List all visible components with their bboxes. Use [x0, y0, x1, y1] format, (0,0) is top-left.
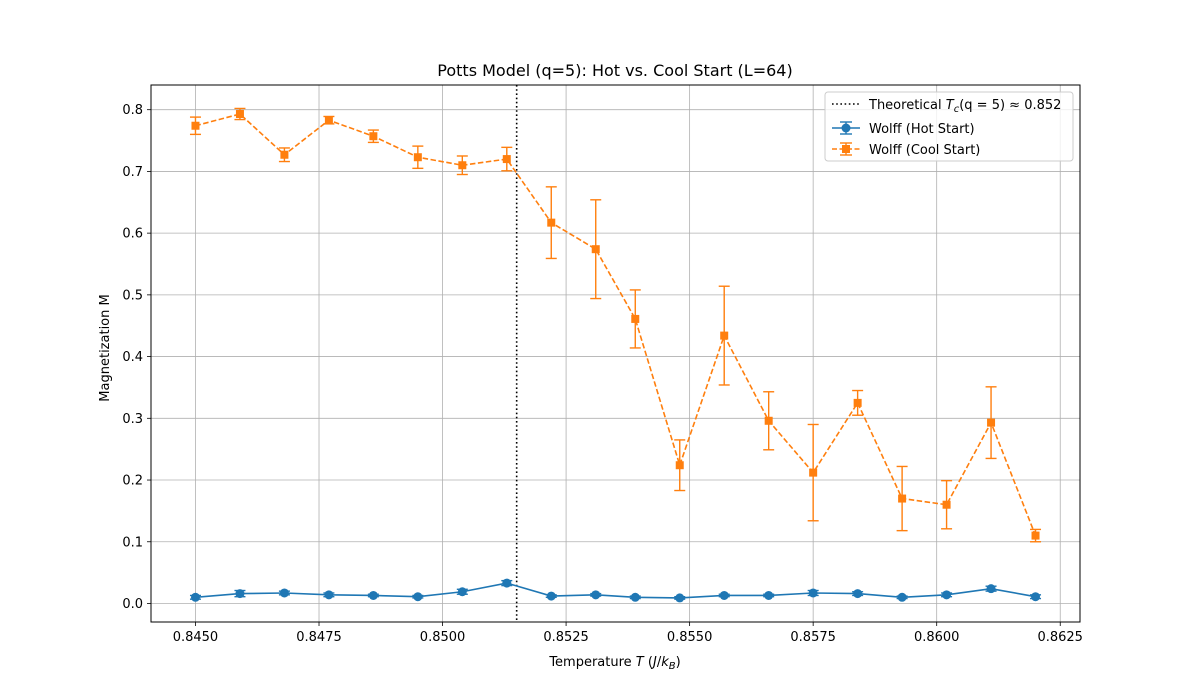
- data-point: [808, 588, 818, 598]
- y-tick-label: 0.7: [122, 165, 143, 180]
- legend-vline-label: Theoretical Tc(q = 5) ≈ 0.852: [868, 98, 1061, 115]
- data-point: [369, 132, 378, 141]
- data-point: [720, 331, 729, 340]
- data-point: [809, 468, 818, 477]
- data-point: [898, 494, 907, 503]
- data-point: [547, 218, 556, 227]
- x-axis-label: Temperature T (J/kB): [548, 655, 680, 672]
- x-tick-label: 0.8575: [790, 630, 836, 645]
- x-tick-label: 0.8475: [296, 630, 342, 645]
- series-line: [195, 113, 1037, 536]
- x-tick-label: 0.8525: [543, 630, 589, 645]
- y-tick-label: 0.4: [122, 350, 143, 365]
- x-tick-label: 0.8625: [1037, 630, 1083, 645]
- data-point: [853, 398, 862, 407]
- data-point: [764, 590, 774, 600]
- data-point: [191, 121, 200, 130]
- data-point: [719, 590, 729, 600]
- data-point: [675, 593, 685, 603]
- legend-cool-label: Wolff (Cool Start): [869, 143, 980, 158]
- data-point: [942, 500, 951, 509]
- legend: Theoretical Tc(q = 5) ≈ 0.852 Wolff (Hot…: [824, 91, 1074, 162]
- y-axis: 0.0 0.1 0.2 0.3 0.4 0.5 0.6 0.7 0.8: [122, 103, 151, 612]
- x-tick-label: 0.8550: [667, 630, 713, 645]
- data-point: [235, 589, 245, 599]
- data-point: [631, 314, 640, 323]
- x-tick-label: 0.8600: [914, 630, 960, 645]
- y-axis-label: Magnetization M: [98, 294, 113, 401]
- x-axis: 0.8450 0.8475 0.8500 0.8525 0.8550 0.8575 0.86…: [173, 622, 1083, 645]
- y-tick-label: 0.1: [122, 535, 143, 550]
- data-point: [764, 416, 773, 425]
- plot-frame: [150, 84, 1081, 623]
- data-point: [853, 589, 863, 599]
- series-line: [195, 582, 1036, 599]
- plot-area: [189, 85, 1042, 622]
- data-point: [413, 592, 423, 602]
- data-point: [502, 578, 512, 588]
- data-point: [413, 153, 422, 162]
- data-point: [591, 590, 601, 600]
- data-point: [591, 245, 600, 254]
- y-tick-label: 0.0: [122, 597, 143, 612]
- legend-cool-swatch: [832, 142, 860, 156]
- data-point: [1031, 592, 1041, 602]
- y-tick-label: 0.3: [122, 412, 143, 427]
- y-tick-label: 0.8: [122, 103, 143, 118]
- data-point: [675, 461, 684, 470]
- series-cool-start: [189, 107, 1042, 543]
- x-tick-label: 0.8500: [420, 630, 466, 645]
- data-point: [324, 590, 334, 600]
- data-point: [502, 155, 511, 164]
- data-point: [897, 592, 907, 602]
- y-tick-label: 0.6: [122, 227, 143, 242]
- series-hot-start: [189, 578, 1042, 603]
- x-tick-label: 0.8450: [173, 630, 219, 645]
- grid: [151, 85, 1080, 622]
- data-point: [546, 591, 556, 601]
- data-point: [368, 590, 378, 600]
- data-point: [986, 584, 996, 594]
- data-point: [457, 587, 467, 597]
- data-point: [235, 110, 244, 119]
- data-point: [458, 161, 467, 170]
- data-point: [324, 116, 333, 125]
- legend-hot-swatch: [832, 121, 860, 135]
- data-point: [190, 592, 200, 602]
- data-point: [987, 418, 996, 427]
- data-point: [1031, 531, 1040, 540]
- data-point: [279, 588, 289, 598]
- data-point: [630, 592, 640, 602]
- legend-hot-label: Wolff (Hot Start): [869, 122, 975, 137]
- y-tick-label: 0.5: [122, 288, 143, 303]
- data-point: [942, 590, 952, 600]
- data-point: [280, 150, 289, 159]
- legend-box: [824, 91, 1074, 162]
- y-tick-label: 0.2: [122, 474, 143, 489]
- chart-title: Potts Model (q=5): Hot vs. Cool Start (L…: [437, 61, 792, 80]
